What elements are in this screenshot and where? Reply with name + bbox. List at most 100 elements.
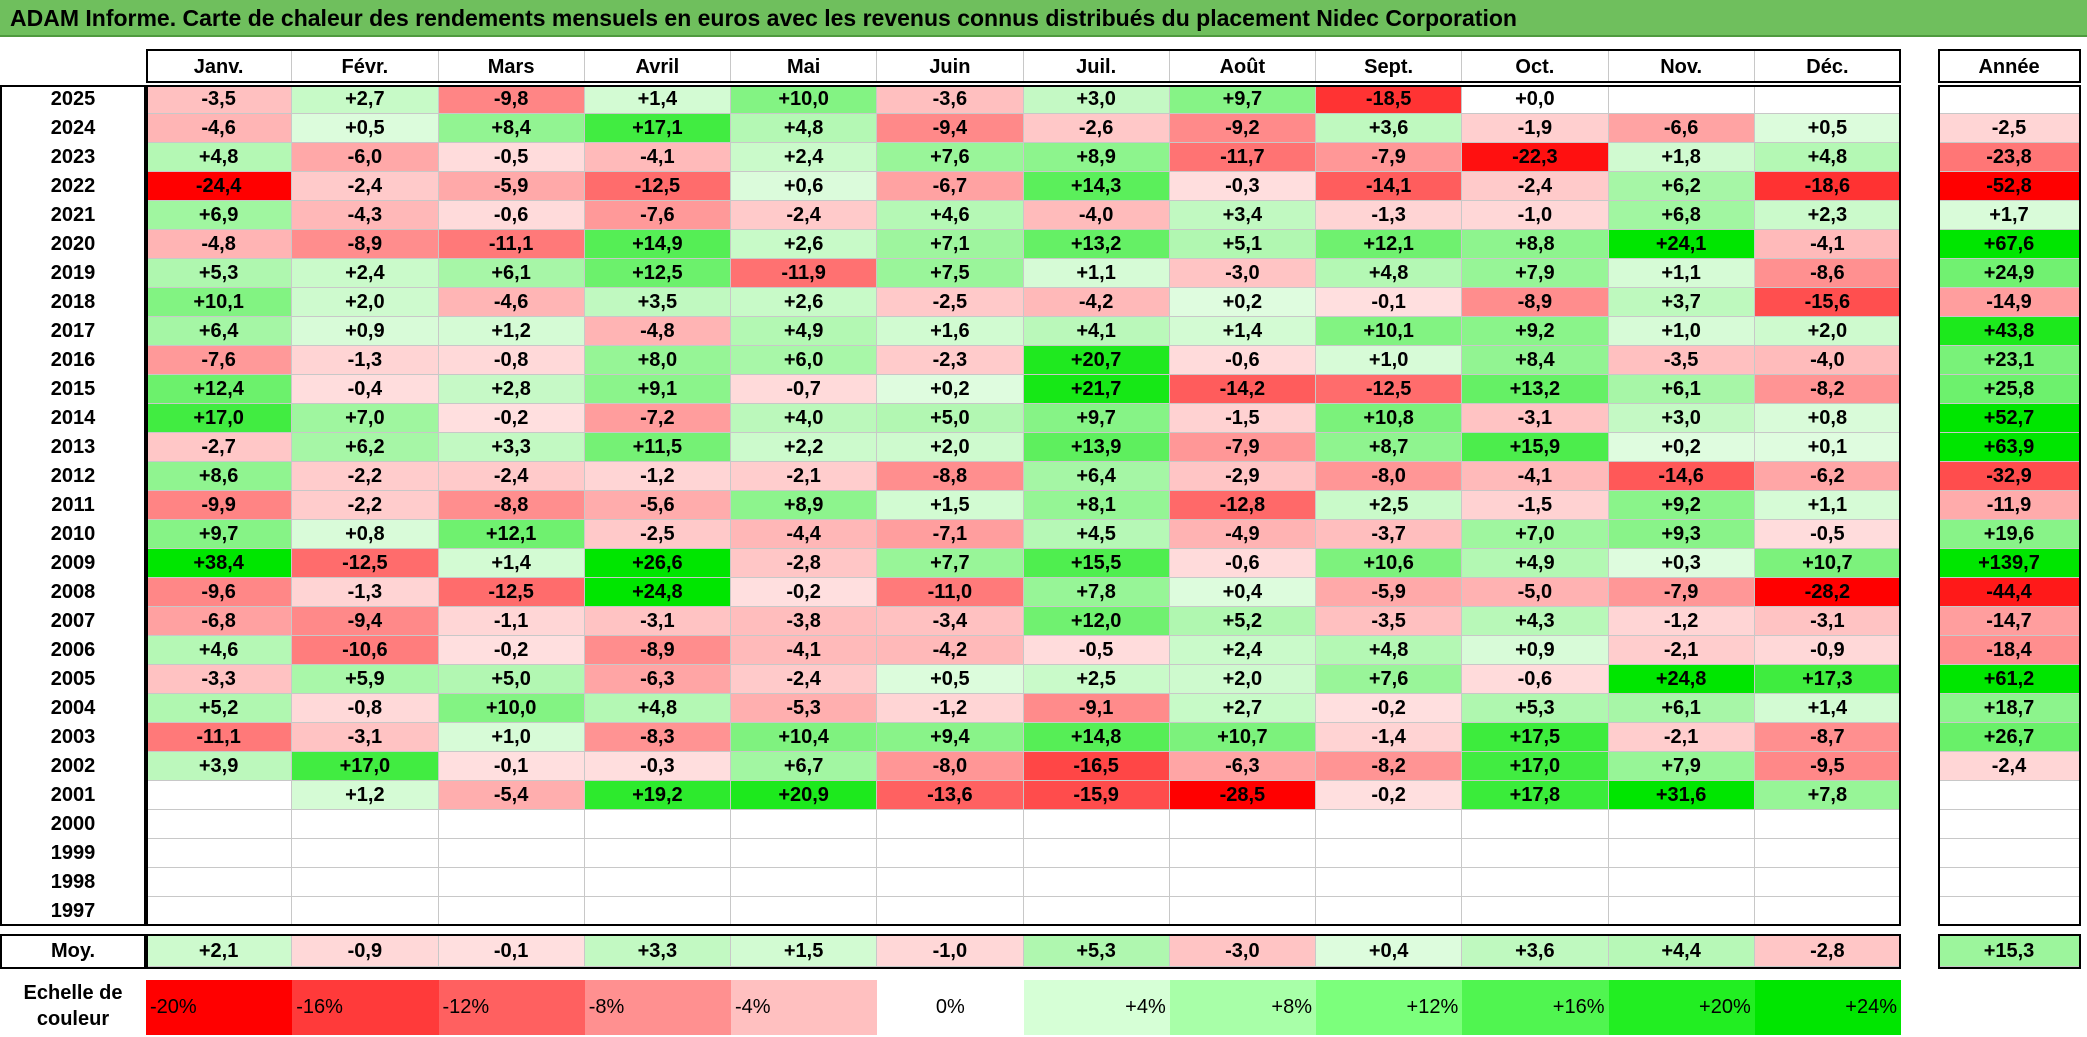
heatmap-cell: -0,2 bbox=[438, 404, 585, 433]
annual-cell bbox=[1938, 897, 2081, 926]
average-cell: +1,5 bbox=[731, 936, 878, 967]
heatmap-cell bbox=[438, 839, 585, 868]
heatmap-cell: +5,2 bbox=[146, 694, 293, 723]
heatmap-cell: -8,6 bbox=[1754, 259, 1901, 288]
heatmap-cell: +1,2 bbox=[438, 317, 585, 346]
heatmap-cell: -12,5 bbox=[1316, 375, 1463, 404]
heatmap-cell: -2,7 bbox=[146, 433, 293, 462]
heatmap-cell: +17,0 bbox=[292, 752, 439, 781]
year-label: 2012 bbox=[50, 465, 96, 487]
heatmap-cell: +0,1 bbox=[1754, 433, 1901, 462]
heatmap-cell: +3,6 bbox=[1316, 114, 1463, 143]
heatmap-cell: -11,7 bbox=[1169, 143, 1316, 172]
heatmap-cell: +0,9 bbox=[1462, 636, 1609, 665]
heatmap-cell: -4,8 bbox=[146, 230, 293, 259]
month-header: Janv. bbox=[146, 51, 293, 83]
heatmap-cell: -1,2 bbox=[584, 462, 731, 491]
heatmap-cell: +1,1 bbox=[1608, 259, 1755, 288]
heatmap-cell: +7,1 bbox=[877, 230, 1024, 259]
heatmap-cell: -8,7 bbox=[1754, 723, 1901, 752]
year-label: 2015 bbox=[50, 378, 96, 400]
average-cell: +3,6 bbox=[1462, 936, 1609, 967]
heatmap-cell: -8,9 bbox=[584, 636, 731, 665]
heatmap-cell: +1,4 bbox=[1754, 694, 1901, 723]
heatmap-cell: +7,9 bbox=[1462, 259, 1609, 288]
month-header: Juil. bbox=[1023, 51, 1170, 83]
annual-header: Année bbox=[1938, 51, 2081, 83]
heatmap-cell bbox=[1316, 810, 1463, 839]
month-header: Avril bbox=[584, 51, 731, 83]
annual-cell: -14,7 bbox=[1938, 607, 2081, 636]
heatmap-cell: +3,0 bbox=[1023, 85, 1170, 114]
heatmap-cell: +4,8 bbox=[731, 114, 878, 143]
heatmap-cell: -1,3 bbox=[1316, 201, 1463, 230]
heatmap-cell: +9,2 bbox=[1608, 491, 1755, 520]
scale-step: -4% bbox=[731, 980, 878, 1035]
heatmap-cell: -0,6 bbox=[438, 201, 585, 230]
average-cell: -0,9 bbox=[292, 936, 439, 967]
heatmap-cell: -3,1 bbox=[1754, 607, 1901, 636]
heatmap-cell: +0,9 bbox=[292, 317, 439, 346]
annual-cell: -32,9 bbox=[1938, 462, 2081, 491]
heatmap-cell: -0,5 bbox=[438, 143, 585, 172]
heatmap-cell: +15,9 bbox=[1462, 433, 1609, 462]
heatmap-cell bbox=[146, 897, 293, 926]
heatmap-cell: -14,1 bbox=[1316, 172, 1463, 201]
month-header: Nov. bbox=[1608, 51, 1755, 83]
annual-cell: -18,4 bbox=[1938, 636, 2081, 665]
heatmap-cell bbox=[731, 839, 878, 868]
heatmap-cell: +10,1 bbox=[146, 288, 293, 317]
heatmap-cell: +13,2 bbox=[1023, 230, 1170, 259]
heatmap-cell: +15,5 bbox=[1023, 549, 1170, 578]
heatmap-cell: -1,5 bbox=[1462, 491, 1609, 520]
annual-cell: +1,7 bbox=[1938, 201, 2081, 230]
heatmap-cell: +2,6 bbox=[731, 230, 878, 259]
heatmap-cell: -9,1 bbox=[1023, 694, 1170, 723]
heatmap-cell: -11,9 bbox=[731, 259, 878, 288]
heatmap-cell: +0,8 bbox=[292, 520, 439, 549]
heatmap-cell: +17,1 bbox=[584, 114, 731, 143]
heatmap-cell: -0,3 bbox=[584, 752, 731, 781]
heatmap-cell: -3,1 bbox=[292, 723, 439, 752]
heatmap-cell: +12,1 bbox=[438, 520, 585, 549]
heatmap-cell: -0,3 bbox=[1169, 172, 1316, 201]
heatmap-cell: -1,2 bbox=[1608, 607, 1755, 636]
heatmap-cell: +12,5 bbox=[584, 259, 731, 288]
heatmap-cell: +5,9 bbox=[292, 665, 439, 694]
year-label: 2018 bbox=[50, 291, 96, 313]
heatmap-cell: -8,8 bbox=[877, 462, 1024, 491]
heatmap-cell bbox=[1462, 810, 1609, 839]
heatmap-cell: -5,6 bbox=[584, 491, 731, 520]
heatmap-cell: +8,4 bbox=[438, 114, 585, 143]
heatmap-cell: -2,4 bbox=[1462, 172, 1609, 201]
heatmap-cell: +7,7 bbox=[877, 549, 1024, 578]
heatmap-cell bbox=[1023, 839, 1170, 868]
heatmap-cell: +17,0 bbox=[146, 404, 293, 433]
heatmap-cell: +8,9 bbox=[731, 491, 878, 520]
heatmap-cell: +1,8 bbox=[1608, 143, 1755, 172]
heatmap-cell: -5,9 bbox=[1316, 578, 1463, 607]
heatmap-cell: +4,3 bbox=[1462, 607, 1609, 636]
heatmap-cell: -5,4 bbox=[438, 781, 585, 810]
year-label: 2017 bbox=[50, 320, 96, 342]
heatmap-cell: +8,0 bbox=[584, 346, 731, 375]
heatmap-cell: +8,7 bbox=[1316, 433, 1463, 462]
heatmap-cell: -2,4 bbox=[731, 665, 878, 694]
heatmap-cell: -6,3 bbox=[1169, 752, 1316, 781]
heatmap-cell bbox=[1754, 85, 1901, 114]
heatmap-cell: -8,9 bbox=[1462, 288, 1609, 317]
heatmap-cell: +7,8 bbox=[1754, 781, 1901, 810]
heatmap-cell bbox=[292, 897, 439, 926]
average-cell: +4,4 bbox=[1608, 936, 1755, 967]
heatmap-cell: +24,1 bbox=[1608, 230, 1755, 259]
heatmap-cell: -1,5 bbox=[1169, 404, 1316, 433]
heatmap-cell: +19,2 bbox=[584, 781, 731, 810]
scale-step: +20% bbox=[1608, 980, 1755, 1035]
heatmap-cell: +10,7 bbox=[1169, 723, 1316, 752]
heatmap-cell: +0,4 bbox=[1169, 578, 1316, 607]
heatmap-cell: -9,2 bbox=[1169, 114, 1316, 143]
heatmap-cell: -4,1 bbox=[731, 636, 878, 665]
scale-step: +12% bbox=[1316, 980, 1463, 1035]
heatmap-cell: +4,6 bbox=[877, 201, 1024, 230]
heatmap-cell: +4,5 bbox=[1023, 520, 1170, 549]
